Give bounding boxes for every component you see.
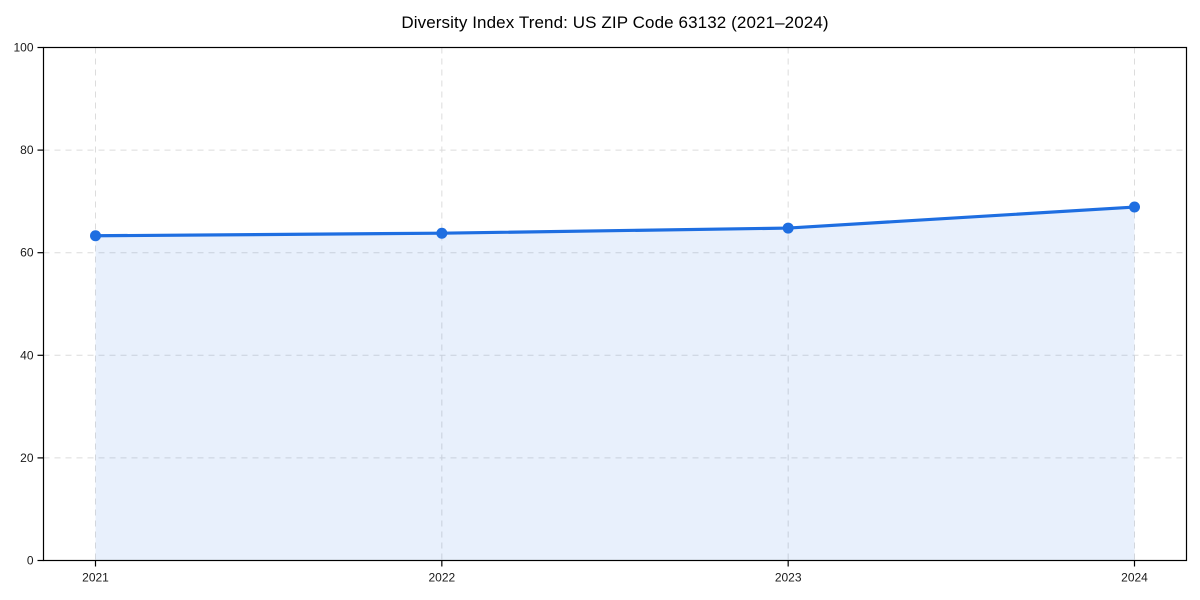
data-point [1129, 201, 1140, 213]
x-tick-label: 2023 [775, 571, 802, 585]
y-tick-label: 100 [13, 41, 33, 55]
y-tick-label: 20 [20, 451, 34, 465]
data-point [90, 230, 101, 242]
data-point [782, 222, 794, 234]
chart-title: Diversity Index Trend: US ZIP Code 63132… [401, 13, 829, 32]
plot-frame [42, 46, 1188, 562]
area-fill [95, 207, 1135, 561]
x-tick-label: 2021 [82, 571, 109, 585]
y-tick-label: 0 [27, 554, 34, 568]
y-tick-label: 60 [20, 246, 34, 260]
y-tick-label: 80 [20, 143, 34, 157]
data-point [436, 227, 448, 239]
y-tick-label: 40 [20, 348, 34, 362]
x-tick-label: 2024 [1121, 571, 1148, 585]
x-tick-label: 2022 [428, 571, 455, 585]
trend-line [93, 205, 1137, 238]
